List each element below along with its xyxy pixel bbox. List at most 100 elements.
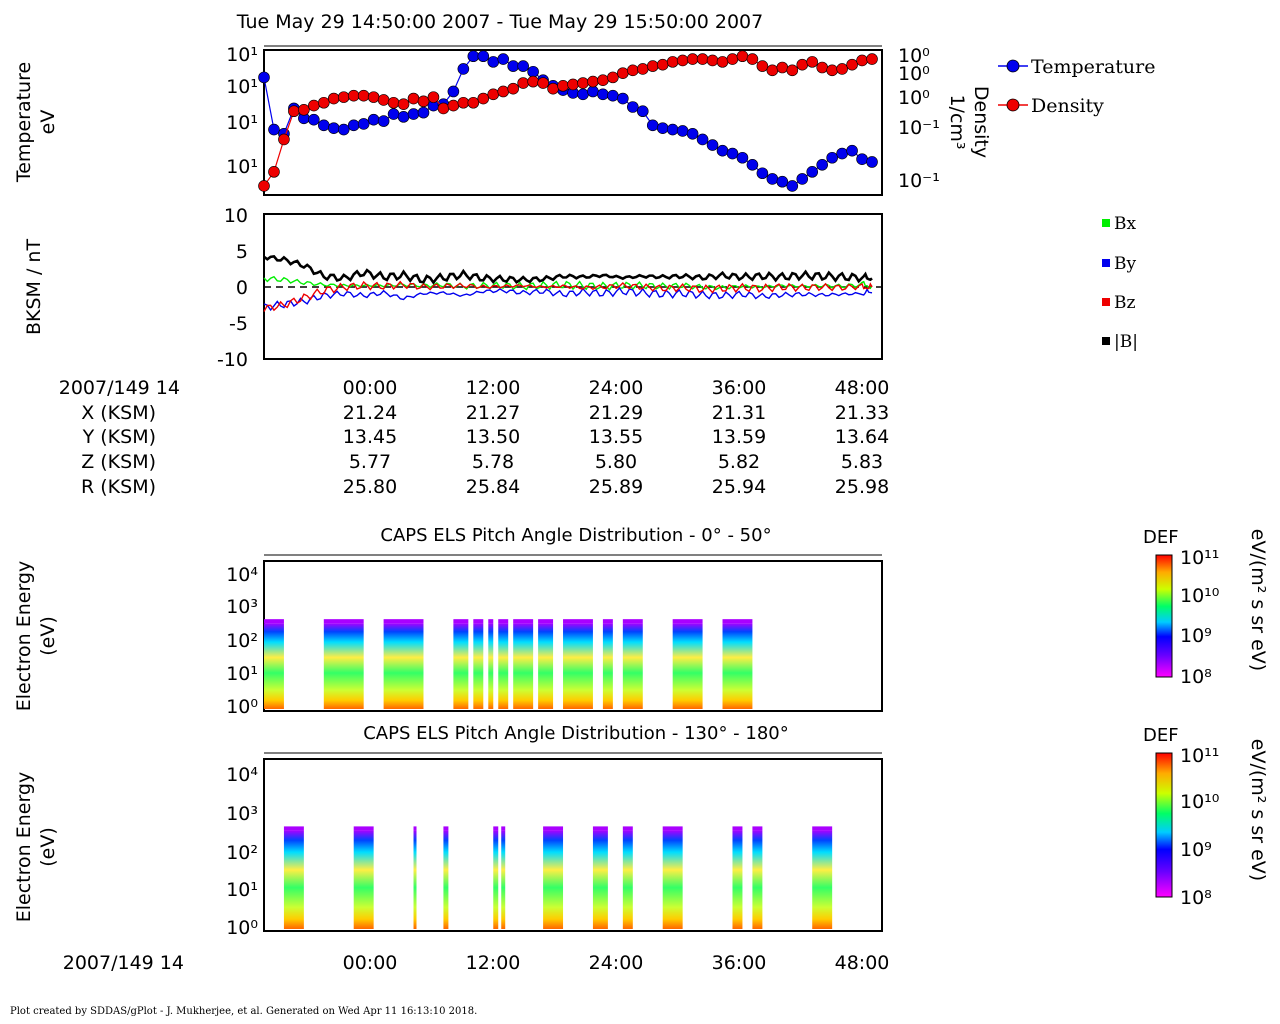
y-tick-label: 10⁰	[226, 696, 258, 718]
spectrogram-0-50: CAPS ELS Pitch Angle Distribution - 0° -…	[13, 525, 883, 718]
spectrogram-band	[513, 623, 534, 709]
data-point-temperature	[617, 92, 629, 105]
data-point-density	[397, 98, 410, 110]
ephemeris-x-value: 21.29	[589, 402, 643, 424]
bottom-time-axis: 2007/149 14 00:00 12:00 24:00 36:00 48:00	[63, 952, 890, 974]
spectrogram-band	[498, 623, 509, 709]
data-point-temperature	[337, 123, 350, 136]
plot-title: Tue May 29 14:50:00 2007 - Tue May 29 15…	[236, 11, 763, 33]
data-point-temperature	[746, 159, 759, 171]
ephemeris-z-value: 5.80	[595, 451, 637, 473]
spectrogram1-y-ticks: 10⁴ 10³ 10² 10¹ 10⁰	[226, 564, 258, 718]
spectrogram-band	[672, 623, 703, 709]
data-point-temperature	[666, 123, 679, 136]
data-point-density	[278, 133, 290, 146]
colorbar-tick: 10¹⁰	[1180, 585, 1219, 607]
spectrogram1-title: CAPS ELS Pitch Angle Distribution - 0° -…	[380, 525, 771, 546]
data-point-density	[726, 53, 739, 65]
spectrogram-band-edge	[383, 619, 424, 624]
y-tick-label: 10¹	[226, 76, 258, 98]
panel1-legend: Temperature Density	[998, 56, 1155, 117]
spectrogram-band-edge	[722, 619, 753, 624]
svg-text:BKSM / nT: BKSM / nT	[23, 239, 45, 335]
data-point-density	[258, 180, 270, 192]
y-tick-label: 10⁰	[898, 63, 930, 85]
data-point-density	[646, 60, 659, 72]
data-point-temperature	[627, 101, 639, 113]
svg-text:eV/(m² s sr eV): eV/(m² s sr eV)	[1247, 739, 1269, 881]
data-point-density	[766, 64, 779, 77]
x-tick-label: 36:00	[712, 952, 767, 974]
data-point-density	[796, 58, 809, 71]
y-tick-label: 10⁰	[226, 917, 258, 939]
ephemeris-y-value: 13.45	[343, 426, 397, 448]
ephemeris-time-value: 24:00	[589, 377, 644, 399]
spectrogram-band	[592, 830, 608, 929]
ephemeris-table: 2007/149 14 X (KSM) Y (KSM) Z (KSM) R (K…	[59, 377, 890, 498]
data-point-density	[407, 92, 420, 105]
data-point-temperature	[836, 147, 848, 160]
data-point-temperature	[397, 111, 410, 123]
temperature-density-series	[258, 50, 878, 192]
bottom-date-label: 2007/149 14	[63, 952, 184, 974]
data-point-density	[607, 71, 619, 84]
data-point-density	[347, 89, 360, 102]
data-point-temperature	[527, 65, 539, 78]
spectrogram-band	[662, 830, 683, 929]
data-point-temperature	[467, 50, 480, 63]
data-point-density	[447, 99, 460, 112]
data-point-density	[836, 63, 848, 75]
data-point-temperature	[308, 113, 320, 126]
ephemeris-x-value: 21.27	[466, 402, 520, 424]
data-point-density	[716, 56, 729, 68]
temperature-axis-label: Temperature eV	[13, 62, 59, 183]
data-point-density	[457, 96, 470, 109]
colorbar1-ticks: 10¹¹ 10¹⁰ 10⁹ 10⁸	[1180, 547, 1219, 688]
panel2-legend: Bx By Bz |B|	[1102, 214, 1138, 352]
data-point-temperature	[686, 127, 699, 140]
ephemeris-time-value: 48:00	[835, 377, 890, 399]
spectrogram2-axis-label: Electron Energy (eV)	[13, 772, 59, 923]
data-point-temperature	[736, 151, 749, 164]
data-point-temperature	[607, 89, 619, 102]
spectrogram-band	[413, 830, 417, 929]
data-point-temperature	[457, 63, 470, 75]
magnetic-field-panel: BKSM / nT 10 5 0 -5 -10	[23, 205, 883, 371]
density-y-ticks: 10⁰ 10⁰ 10⁰ 10⁻¹ 10⁻¹	[898, 45, 940, 192]
ephemeris-row-labels: 2007/149 14 X (KSM) Y (KSM) Z (KSM) R (K…	[59, 377, 180, 498]
spectrogram-band	[453, 623, 469, 709]
svg-text:Bx: Bx	[1114, 214, 1136, 234]
ephemeris-y-value: 13.55	[589, 426, 643, 448]
ephemeris-r-value: 25.89	[589, 476, 643, 498]
spectrogram2-y-ticks: 10⁴ 10³ 10² 10¹ 10⁰	[226, 764, 258, 939]
data-point-temperature	[517, 60, 529, 72]
spectrogram-band	[602, 623, 613, 709]
svg-text:|B|: |B|	[1114, 332, 1138, 352]
data-point-temperature	[766, 173, 779, 185]
data-point-temperature	[377, 115, 390, 127]
data-point-density	[587, 75, 599, 88]
ephemeris-r-value: 25.84	[466, 476, 520, 498]
data-point-density	[656, 58, 669, 71]
data-point-temperature	[656, 122, 669, 134]
svg-text:eV: eV	[37, 110, 59, 135]
ephemeris-label: 2007/149 14	[59, 377, 180, 399]
spectrogram-band	[323, 623, 364, 709]
ephemeris-label: R (KSM)	[81, 476, 156, 498]
spectrogram-band	[383, 623, 424, 709]
legend-item-bz: Bz	[1102, 293, 1135, 313]
spectrogram-band	[283, 830, 304, 929]
data-point-density	[427, 91, 440, 103]
y-tick-label: 10⁰	[898, 87, 930, 109]
bfield-y-ticks: 10 5 0 -5 -10	[217, 205, 248, 371]
colorbar-1: DEF 10¹¹ 10¹⁰ 10⁹ 10⁸ eV/(m² s sr eV)	[1143, 527, 1269, 688]
data-point-density	[666, 56, 679, 68]
data-point-temperature	[716, 144, 729, 157]
bfield-line-by	[263, 286, 873, 312]
data-point-density	[746, 53, 759, 65]
data-point-temperature	[776, 175, 789, 188]
colorbar1-title: DEF	[1143, 527, 1179, 548]
spectrogram-band-edge	[752, 826, 763, 831]
data-point-temperature	[597, 88, 609, 101]
data-point-density	[816, 61, 828, 74]
